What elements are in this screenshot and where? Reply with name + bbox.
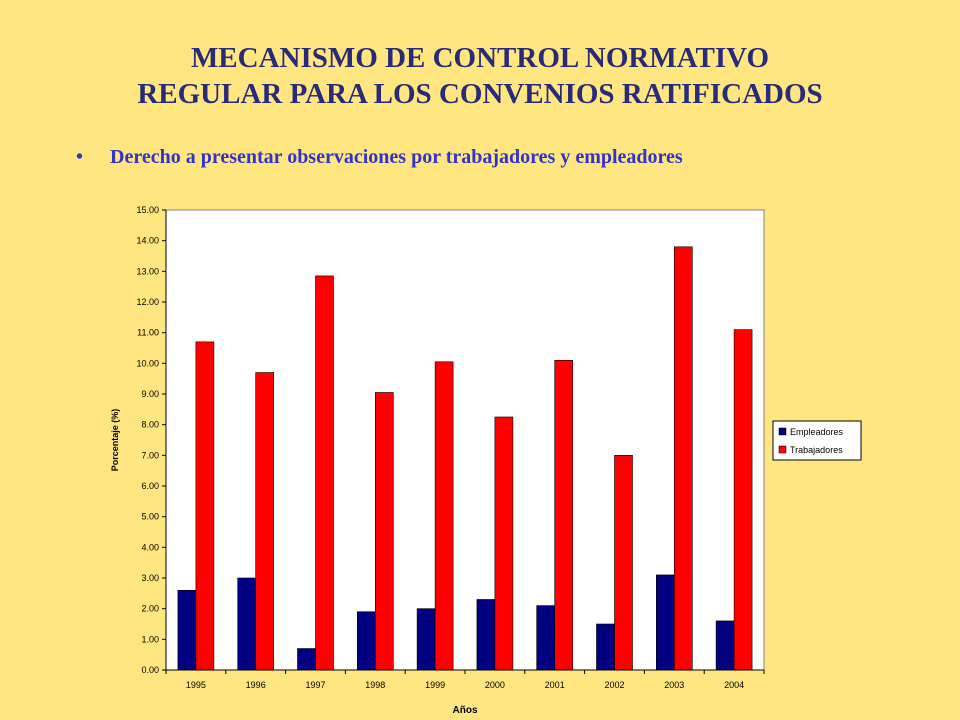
y-tick-label: 3.00 <box>141 573 159 583</box>
bullet-text: Derecho a presentar observaciones por tr… <box>110 146 683 168</box>
bullet-point: • Derecho a presentar observaciones por t… <box>76 146 683 169</box>
x-tick-label: 2004 <box>724 680 744 690</box>
x-tick-label: 1998 <box>365 680 385 690</box>
y-tick-label: 1.00 <box>141 634 159 644</box>
legend: Empleadores Trabajadores <box>772 420 862 461</box>
bar-trabajadores-2004 <box>733 329 753 671</box>
x-axis-label: Años <box>453 705 478 716</box>
bar-empleadores-1996 <box>237 577 256 671</box>
y-tick-label: 12.00 <box>136 297 159 307</box>
y-tick-label: 11.00 <box>137 328 159 338</box>
bar-empleadores-2000 <box>476 599 496 671</box>
y-tick-label: 13.00 <box>136 266 159 276</box>
legend-swatch-trabajadores <box>778 445 787 454</box>
y-tick-label: 2.00 <box>141 604 159 614</box>
x-tick-label: 2002 <box>604 680 624 690</box>
y-tick-label: 4.00 <box>141 542 159 552</box>
y-tick-label: 8.00 <box>141 420 159 430</box>
legend-box <box>772 420 862 461</box>
y-tick-label: 14.00 <box>136 236 159 246</box>
bar-trabajadores-2003 <box>673 246 693 671</box>
y-axis-ticks: 0.00 1.00 2.00 3.00 4.00 5.00 6.00 7.00 8.00 9.00… <box>136 205 166 675</box>
x-tick-label: 1996 <box>246 680 266 690</box>
x-tick-label: 1995 <box>186 680 206 690</box>
bar-empleadores-1995 <box>177 589 197 671</box>
bar-trabajadores-1995 <box>195 341 215 671</box>
bar-empleadores-2002 <box>596 623 615 671</box>
x-tick-label: 2001 <box>545 680 565 690</box>
slide-title: MECANISMO DE CONTROL NORMATIVO REGULAR P… <box>0 40 960 112</box>
x-tick-label: 2003 <box>664 680 684 690</box>
bar-trabajadores-1999 <box>434 361 454 671</box>
bar-empleadores-1998 <box>356 611 376 671</box>
bar-empleadores-2004 <box>715 620 735 671</box>
x-tick-label: 2000 <box>485 680 505 690</box>
y-tick-label: 10.00 <box>136 358 159 368</box>
y-tick-label: 0.00 <box>141 665 159 675</box>
bars <box>177 246 753 671</box>
y-axis-label: Porcentaje (%) <box>110 409 120 472</box>
slide-title-line-1: MECANISMO DE CONTROL NORMATIVO <box>190 42 770 74</box>
bar-trabajadores-2001 <box>554 359 574 671</box>
y-tick-label: 6.00 <box>141 481 159 491</box>
legend-swatch-empleadores <box>778 427 787 436</box>
legend-label-trabajadores: Trabajadores <box>790 445 843 455</box>
y-tick-label: 9.00 <box>141 389 159 399</box>
bar-empleadores-2001 <box>536 605 556 671</box>
legend-label-empleadores: Empleadores <box>790 427 844 437</box>
bar-trabajadores-2002 <box>614 455 633 671</box>
slide-title-line-2: REGULAR PARA LOS CONVENIOS RATIFICADOS <box>137 78 823 110</box>
bar-empleadores-1999 <box>416 608 436 671</box>
x-tick-label: 1997 <box>305 680 325 690</box>
bar-trabajadores-1996 <box>255 372 274 671</box>
bar-trabajadores-2000 <box>494 416 514 671</box>
bullet-dot-icon: • <box>76 146 84 168</box>
y-tick-label: 5.00 <box>141 512 159 522</box>
y-tick-label: 15.00 <box>136 205 159 215</box>
bar-empleadores-2003 <box>655 574 675 671</box>
bar-trabajadores-1998 <box>374 392 394 671</box>
x-tick-label: 1999 <box>425 680 445 690</box>
x-axis-ticks: 1995 1996 1997 1998 1999 2000 2001 2002 2003 2004 <box>165 670 765 690</box>
bar-trabajadores-1997 <box>315 275 334 671</box>
bar-empleadores-1997 <box>297 648 316 671</box>
y-tick-label: 7.00 <box>141 450 159 460</box>
